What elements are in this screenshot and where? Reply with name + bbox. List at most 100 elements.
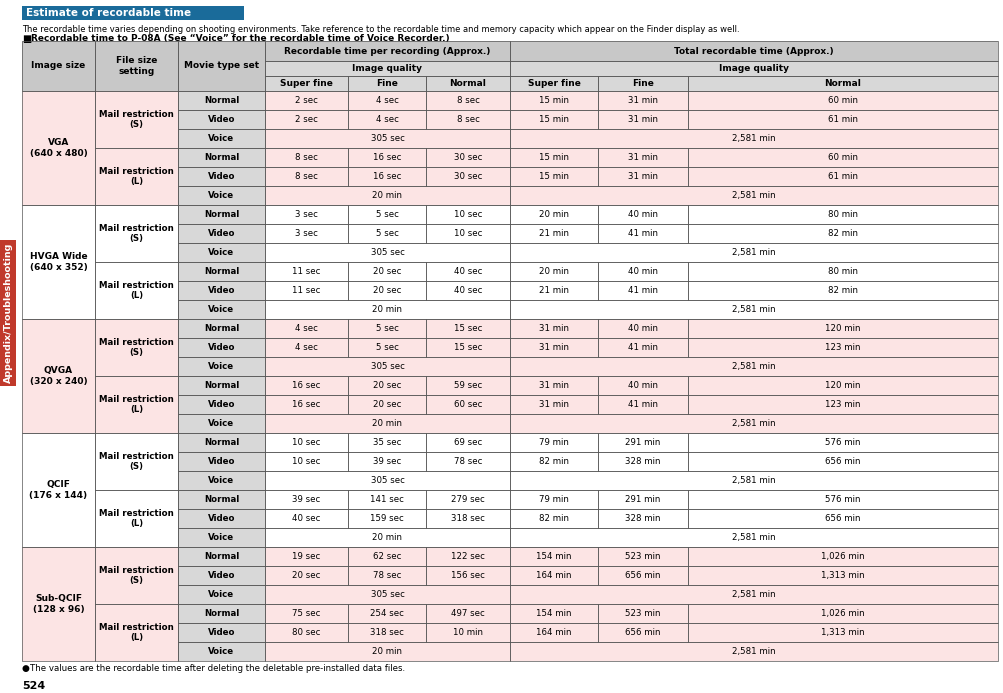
Text: 10 sec: 10 sec xyxy=(292,438,320,447)
Text: Normal: Normal xyxy=(204,324,239,333)
Text: 41 min: 41 min xyxy=(627,343,657,352)
Text: Normal: Normal xyxy=(449,79,485,88)
Bar xyxy=(598,319,687,338)
Text: 154 min: 154 min xyxy=(536,609,571,618)
Bar xyxy=(510,604,598,623)
Text: Video: Video xyxy=(208,514,235,523)
Bar xyxy=(510,471,997,490)
Bar xyxy=(510,395,598,414)
Bar xyxy=(598,547,687,566)
Bar xyxy=(510,281,598,300)
Text: 62 sec: 62 sec xyxy=(372,552,401,561)
Text: 291 min: 291 min xyxy=(625,495,660,504)
Bar xyxy=(265,357,510,376)
Text: 82 min: 82 min xyxy=(827,286,858,295)
Text: 576 min: 576 min xyxy=(824,438,860,447)
Bar xyxy=(178,300,265,319)
Bar xyxy=(687,110,997,129)
Bar xyxy=(598,490,687,509)
Bar xyxy=(265,414,510,433)
Text: Mail restriction
(S): Mail restriction (S) xyxy=(99,452,174,471)
Bar xyxy=(178,547,265,566)
Bar xyxy=(687,547,997,566)
Bar xyxy=(348,281,425,300)
Text: Image quality: Image quality xyxy=(718,64,788,73)
Text: 254 sec: 254 sec xyxy=(370,609,403,618)
Text: 3 sec: 3 sec xyxy=(295,210,318,219)
Bar xyxy=(22,205,95,319)
Text: Normal: Normal xyxy=(204,96,239,105)
Bar xyxy=(687,262,997,281)
Bar xyxy=(348,110,425,129)
Bar xyxy=(687,319,997,338)
Text: 16 sec: 16 sec xyxy=(372,172,401,181)
Bar xyxy=(265,167,348,186)
Bar xyxy=(95,376,178,433)
Text: Sub-QCIF
(128 x 96): Sub-QCIF (128 x 96) xyxy=(33,595,84,614)
Bar xyxy=(348,319,425,338)
Bar xyxy=(510,300,997,319)
Text: 2,581 min: 2,581 min xyxy=(731,476,775,485)
Bar xyxy=(95,319,178,376)
Bar xyxy=(510,205,598,224)
Bar xyxy=(510,547,598,566)
Bar xyxy=(598,376,687,395)
Bar xyxy=(425,76,510,91)
Bar xyxy=(598,338,687,357)
Text: 305 sec: 305 sec xyxy=(370,476,404,485)
Bar xyxy=(178,186,265,205)
Text: Video: Video xyxy=(208,457,235,466)
Bar xyxy=(178,509,265,528)
Text: 20 sec: 20 sec xyxy=(372,286,401,295)
Bar xyxy=(178,129,265,148)
Bar xyxy=(598,224,687,243)
Bar xyxy=(178,338,265,357)
Text: 40 sec: 40 sec xyxy=(292,514,320,523)
Bar xyxy=(598,110,687,129)
Bar xyxy=(510,376,598,395)
Bar xyxy=(178,243,265,262)
Text: 3 sec: 3 sec xyxy=(295,229,318,238)
Bar xyxy=(598,167,687,186)
Bar xyxy=(425,547,510,566)
Bar xyxy=(348,148,425,167)
Bar xyxy=(178,167,265,186)
Bar xyxy=(348,452,425,471)
Bar xyxy=(598,205,687,224)
Bar xyxy=(265,61,510,76)
Bar xyxy=(510,471,997,490)
Text: 305 sec: 305 sec xyxy=(370,248,404,257)
Text: 523 min: 523 min xyxy=(625,552,660,561)
Bar xyxy=(687,452,997,471)
Text: 318 sec: 318 sec xyxy=(450,514,484,523)
Bar xyxy=(265,471,510,490)
Bar xyxy=(348,433,425,452)
Bar xyxy=(178,243,265,262)
Bar xyxy=(95,262,178,319)
Bar xyxy=(425,262,510,281)
Bar xyxy=(687,490,997,509)
Bar xyxy=(95,547,178,604)
Bar xyxy=(510,61,997,76)
Bar xyxy=(598,262,687,281)
Text: Super fine: Super fine xyxy=(527,79,580,88)
Bar xyxy=(265,604,348,623)
Bar xyxy=(265,642,510,661)
Bar xyxy=(598,110,687,129)
Bar xyxy=(510,623,598,642)
Text: 5 sec: 5 sec xyxy=(375,343,398,352)
Text: 15 min: 15 min xyxy=(539,96,569,105)
Text: 497 sec: 497 sec xyxy=(450,609,484,618)
Bar xyxy=(265,148,348,167)
Bar xyxy=(425,509,510,528)
Bar xyxy=(265,452,348,471)
Text: 524: 524 xyxy=(22,681,45,691)
Text: The values are the recordable time after deleting the deletable pre-installed da: The values are the recordable time after… xyxy=(30,664,405,673)
Bar xyxy=(265,528,510,547)
Text: ■: ■ xyxy=(22,34,31,44)
Bar xyxy=(687,452,997,471)
Bar xyxy=(178,642,265,661)
Bar xyxy=(425,262,510,281)
Text: 15 sec: 15 sec xyxy=(453,343,481,352)
Bar xyxy=(425,224,510,243)
